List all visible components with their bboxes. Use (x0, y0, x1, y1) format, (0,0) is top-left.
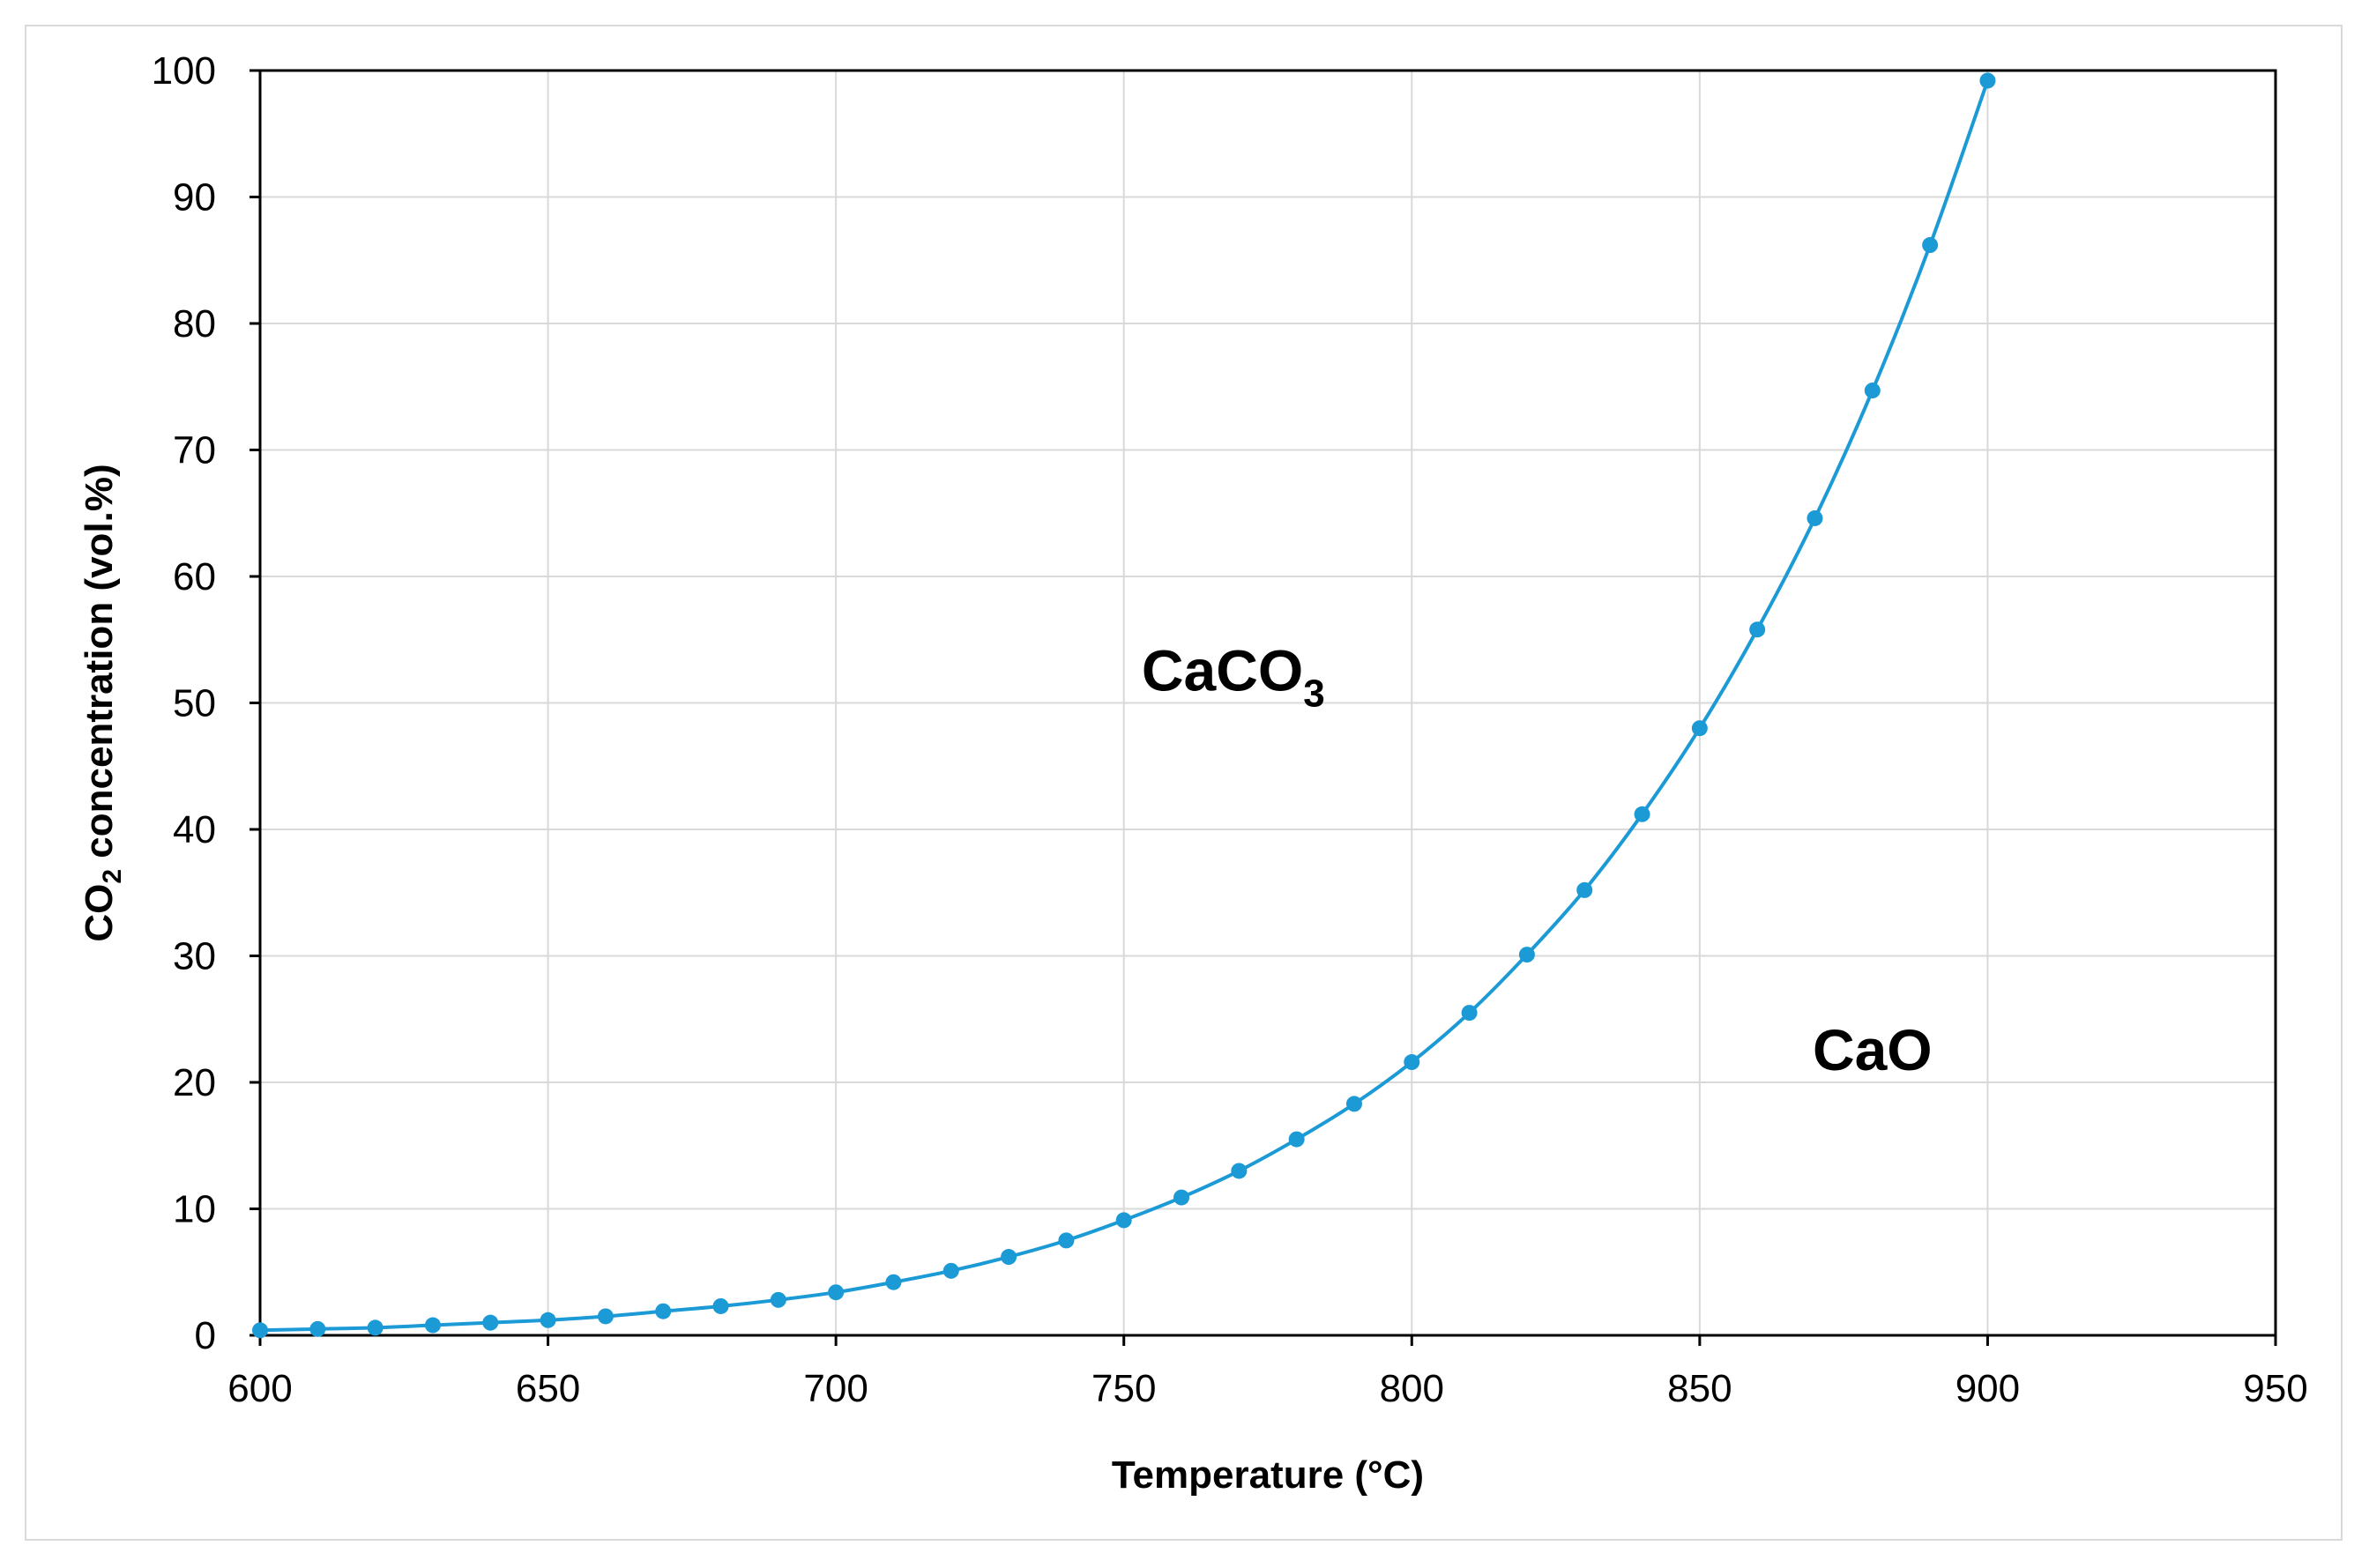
series-line (259, 79, 1990, 1333)
data-point (1518, 947, 1535, 963)
y-axis-title-subscript: 2 (98, 869, 127, 884)
data-point (1979, 72, 1996, 89)
data-point (655, 1303, 672, 1319)
x-tick-label: 600 (227, 1367, 292, 1410)
x-tick-label: 650 (516, 1367, 580, 1410)
x-tick-label: 850 (1667, 1367, 1732, 1410)
data-point (1691, 720, 1708, 737)
data-point (942, 1262, 959, 1279)
data-point (309, 1320, 326, 1337)
y-tick-label: 0 (195, 1314, 216, 1357)
data-point (424, 1317, 441, 1334)
y-tick-label: 90 (173, 176, 216, 219)
data-point (1576, 881, 1593, 898)
data-point (367, 1319, 384, 1336)
data-point (597, 1308, 614, 1325)
y-tick-label: 80 (173, 302, 216, 346)
x-tick-label: 750 (1091, 1367, 1156, 1410)
data-point (252, 1322, 268, 1339)
y-tick-label: 70 (173, 429, 216, 472)
data-point (1749, 621, 1766, 638)
x-axis-title: Temperature (°C) (1112, 1453, 1424, 1497)
y-tick-label: 10 (173, 1188, 216, 1231)
data-series (252, 72, 1996, 1339)
region-label-text: CaCO (1142, 638, 1303, 703)
x-tick-label: 950 (2243, 1367, 2307, 1410)
data-point (540, 1312, 556, 1328)
y-tick-label: 50 (173, 682, 216, 725)
data-point (712, 1297, 729, 1314)
region-label-caco3: CaCO3 (1142, 638, 1325, 716)
grid-lines (260, 71, 2276, 1335)
data-point (1001, 1249, 1017, 1266)
data-point (1345, 1096, 1362, 1112)
x-tick-label: 700 (803, 1367, 868, 1410)
region-label-subscript: 3 (1303, 673, 1324, 716)
data-point (1922, 237, 1939, 254)
y-tick-label: 20 (173, 1061, 216, 1104)
data-point (885, 1274, 902, 1290)
data-point (770, 1291, 786, 1308)
data-point (1634, 806, 1650, 822)
region-label-text: CaO (1813, 1017, 1933, 1082)
region-label-cao: CaO (1813, 1017, 1933, 1082)
data-point (1173, 1189, 1190, 1206)
y-tick-label: 100 (152, 49, 216, 93)
y-tick-label: 30 (173, 935, 216, 978)
data-point (1058, 1232, 1075, 1249)
plot-area-border (258, 69, 2277, 1337)
x-tick-label: 900 (1956, 1367, 2020, 1410)
y-axis-title-prefix: CO (78, 884, 121, 942)
y-tick-label: 40 (173, 808, 216, 851)
data-point (1864, 383, 1881, 399)
y-axis-title-suffix: concentration (vol.%) (78, 464, 121, 869)
x-tick-label: 800 (1380, 1367, 1444, 1410)
data-point (1231, 1163, 1248, 1179)
tick-labels: 600 650 700 750 800 850 900 950 0 10 20 30 40 50 60 70 8… (152, 49, 2308, 1410)
data-point (482, 1314, 499, 1331)
data-point (1461, 1005, 1478, 1022)
chart-frame (25, 25, 2343, 1541)
y-axis-title: CO2 concentration (vol.%) (78, 464, 127, 941)
region-labels: CaCO3 CaO (1142, 638, 1933, 1083)
data-point (1404, 1054, 1420, 1071)
data-point (1807, 509, 1823, 526)
data-point (828, 1284, 845, 1301)
data-point (1288, 1131, 1305, 1148)
data-point (1115, 1212, 1132, 1229)
y-tick-label: 60 (173, 555, 216, 598)
